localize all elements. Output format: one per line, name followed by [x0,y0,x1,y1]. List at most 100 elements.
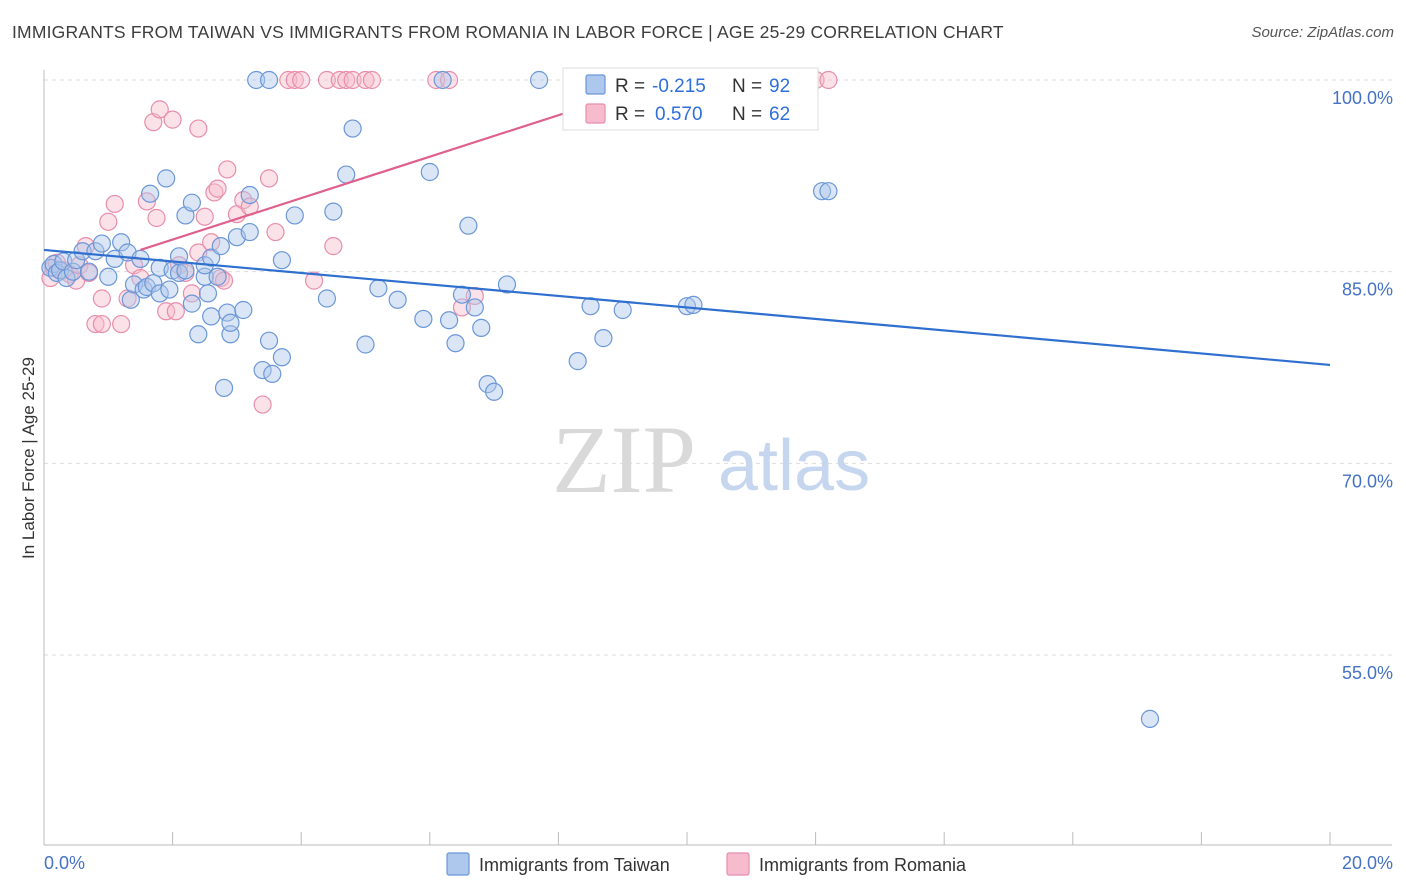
watermark-atlas: atlas [718,426,870,506]
romania-point [105,194,124,214]
stats-r-label-romania: R = [615,104,645,125]
stats-r-value-taiwan: -0.215 [652,76,706,97]
romania-point [166,302,185,321]
romania-point [150,100,169,119]
romania-point [362,70,382,90]
taiwan-point [247,70,266,90]
y-tick-label: 70.0% [1342,471,1393,491]
romania-point [266,222,285,242]
romania-point [112,314,131,334]
taiwan-point [112,233,131,252]
taiwan-point [63,262,83,281]
taiwan-point [324,202,343,221]
romania-point [147,208,166,228]
stats-n-value-romania: 62 [769,104,790,125]
stats-n-label-romania: N = [732,104,762,125]
romania-point [92,314,111,334]
legend-label-taiwan: Immigrants from Taiwan [479,855,670,875]
romania-point [157,302,176,321]
stats-n-value-taiwan: 92 [769,76,790,97]
romania-point [337,70,356,90]
taiwan-point [485,382,504,401]
axes [43,70,1392,846]
romania-point [819,70,838,90]
taiwan-point [263,364,282,383]
taiwan-point [234,300,253,320]
x-tick-label-min: 0.0% [44,853,85,873]
taiwan-point [337,165,356,184]
romania-point [279,70,298,90]
taiwan-point [819,182,838,201]
taiwan-point [433,70,452,90]
romania-points [41,70,838,414]
legend-label-romania: Immigrants from Romania [759,855,967,875]
taiwan-point [530,70,549,90]
x-tick-label-max: 20.0% [1342,853,1393,873]
romania-point [317,70,337,90]
taiwan-point [439,311,459,330]
romania-point [99,212,118,231]
romania-point [92,289,111,308]
taiwan-point [272,251,292,270]
taiwan-point [189,325,208,344]
stats-box: R = -0.215 N = 92 R = 0.570 N = 62 [562,67,819,131]
taiwan-point [420,162,439,182]
taiwan-point [497,275,517,294]
romania-point [189,119,208,138]
taiwan-point [472,318,491,337]
taiwan-point [259,331,279,350]
y-axis-title: In Labor Force | Age 25-29 [19,357,38,559]
legend-swatch-taiwan [446,852,470,876]
taiwan-trend-line [43,248,1331,367]
y-tick-labels: 55.0% 70.0% 85.0% 100.0% [1332,88,1393,683]
taiwan-point [613,300,632,320]
taiwan-point [144,274,163,293]
romania-point [163,110,182,129]
taiwan-point [812,182,832,201]
taiwan-point [79,262,99,281]
y-tick-label: 85.0% [1342,280,1393,300]
romania-point [439,70,459,90]
romania-point [195,207,214,226]
legend-swatch-romania [726,852,750,876]
romania-point [285,70,304,90]
stats-swatch-taiwan [585,74,606,95]
taiwan-point [160,280,179,299]
taiwan-point [414,309,433,329]
romania-point [202,233,221,252]
taiwan-point [253,360,272,380]
taiwan-point [388,290,407,309]
taiwan-point [182,294,201,313]
taiwan-points [41,70,1160,728]
taiwan-point [317,289,337,308]
taiwan-point [343,119,362,138]
taiwan-point [221,313,240,332]
romania-point [324,237,343,256]
taiwan-point [67,251,86,270]
taiwan-point [568,352,587,371]
watermark-zip: ZIP [552,406,696,513]
chart-source: Source: ZipAtlas.com [1251,24,1394,41]
taiwan-point [121,290,140,309]
taiwan-point [150,284,169,303]
taiwan-point [140,184,160,203]
romania-point [208,179,227,198]
taiwan-point [446,334,465,353]
taiwan-point [369,279,388,298]
romania-point [330,70,349,90]
taiwan-point [92,234,111,253]
taiwan-point [73,242,92,261]
taiwan-point [176,261,195,280]
taiwan-point [684,295,703,314]
taiwan-point [47,263,66,283]
romania-point [356,70,375,90]
romania-point [427,70,446,90]
y-tick-label: 100.0% [1332,88,1393,108]
legend: Immigrants from Taiwan Immigrants from R… [446,852,967,876]
taiwan-point [594,329,613,348]
romania-point [86,314,105,334]
y-tick-label: 55.0% [1342,663,1393,683]
taiwan-point [581,297,600,316]
taiwan-point [208,267,227,286]
